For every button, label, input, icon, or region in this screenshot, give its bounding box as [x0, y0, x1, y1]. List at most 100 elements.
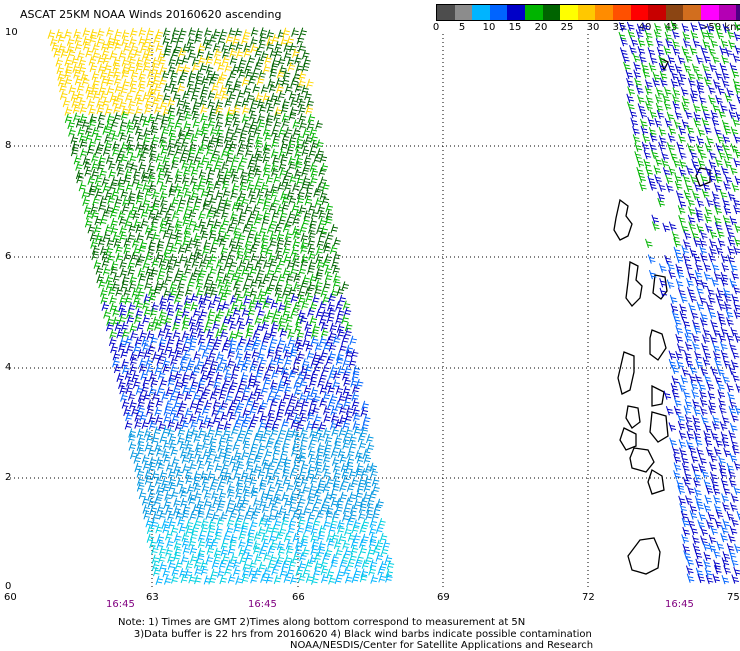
- wind-barb: [708, 534, 717, 544]
- wind-barb: [217, 279, 225, 289]
- wind-barb: [147, 169, 156, 179]
- wind-barb: [261, 512, 269, 522]
- wind-barb: [186, 36, 195, 46]
- wind-barb: [708, 159, 717, 169]
- wind-barb: [685, 565, 694, 575]
- wind-barb: [693, 237, 701, 247]
- wind-barb: [212, 209, 221, 219]
- wind-barb: [313, 413, 322, 424]
- wind-barb: [174, 230, 183, 240]
- wind-barb: [707, 511, 716, 522]
- wind-barb: [249, 363, 257, 373]
- wind-barb: [138, 363, 147, 373]
- wind-barb: [245, 397, 254, 408]
- wind-barb: [174, 379, 183, 389]
- wind-barb: [667, 62, 676, 73]
- wind-barb: [99, 216, 108, 226]
- wind-barb: [236, 274, 244, 284]
- wind-barb: [686, 165, 694, 175]
- wind-barb: [294, 160, 303, 170]
- wind-barb: [84, 167, 93, 177]
- wind-barb: [175, 56, 183, 67]
- wind-barb: [130, 69, 139, 79]
- wind-barb: [112, 316, 120, 327]
- wind-barb: [210, 358, 218, 368]
- wind-barb: [337, 448, 346, 458]
- wind-barb: [655, 87, 664, 97]
- wind-barb: [663, 101, 672, 111]
- wind-barb: [153, 286, 162, 296]
- wind-barb: [241, 567, 250, 578]
- wind-barb: [142, 342, 150, 352]
- wind-barb: [678, 198, 687, 209]
- wind-barb: [201, 405, 210, 416]
- wind-barb: [194, 238, 202, 249]
- wind-barb: [91, 168, 99, 179]
- wind-barb: [154, 210, 163, 220]
- wind-barb: [727, 236, 736, 247]
- wind-barb: [98, 154, 106, 165]
- wind-barb: [209, 280, 218, 291]
- wind-barb: [730, 557, 739, 567]
- wind-barb: [275, 244, 283, 255]
- wind-barb: [301, 358, 310, 368]
- wind-barb: [190, 301, 199, 312]
- wind-barb: [673, 405, 682, 416]
- wind-barb: [311, 294, 320, 305]
- wind-barb: [243, 85, 251, 95]
- wind-barb: [285, 314, 293, 324]
- wind-barb: [161, 483, 170, 493]
- wind-barb: [177, 75, 186, 86]
- wind-barb: [146, 364, 154, 374]
- wind-barb: [194, 490, 202, 500]
- wind-barb: [120, 392, 128, 402]
- wind-barb: [700, 526, 708, 536]
- wind-barb: [325, 232, 334, 242]
- wind-barb: [112, 56, 121, 67]
- wind-barb: [155, 29, 164, 39]
- wind-barb: [243, 414, 252, 424]
- wind-barb: [274, 265, 282, 275]
- wind-barb: [305, 573, 314, 583]
- wind-barb: [159, 350, 167, 360]
- wind-barb: [226, 147, 235, 157]
- wind-barb: [721, 262, 730, 272]
- wind-barb: [209, 126, 218, 136]
- wind-barb: [175, 168, 183, 178]
- wind-barb: [115, 286, 123, 297]
- wind-barb: [200, 126, 209, 137]
- wind-barb: [734, 405, 740, 415]
- wind-barb: [263, 427, 272, 437]
- wind-barb: [335, 385, 344, 395]
- wind-barb: [116, 329, 124, 339]
- wind-barb: [135, 62, 143, 73]
- wind-barb: [213, 218, 222, 229]
- wind-barb: [332, 463, 341, 473]
- wind-barb: [50, 36, 58, 46]
- wind-barb: [213, 385, 221, 396]
- wind-barb: [252, 378, 261, 388]
- wind-barb: [316, 483, 325, 493]
- wind-barb: [134, 91, 142, 102]
- wind-barb: [262, 64, 271, 74]
- wind-barb: [206, 419, 215, 429]
- wind-barb: [154, 364, 163, 375]
- wind-barb: [262, 146, 271, 156]
- wind-barb: [159, 301, 167, 311]
- wind-barb: [696, 501, 704, 511]
- wind-barb: [706, 519, 714, 529]
- wind-barb: [158, 258, 167, 268]
- wind-barb: [305, 392, 314, 402]
- wind-barb: [681, 367, 690, 377]
- wind-barb: [680, 293, 688, 304]
- wind-barb: [197, 182, 205, 192]
- wind-barb: [131, 238, 140, 248]
- wind-barb: [134, 336, 143, 347]
- wind-barb: [173, 139, 182, 149]
- wind-barb: [316, 510, 324, 520]
- wind-barb: [328, 350, 336, 361]
- wind-barb: [214, 48, 222, 58]
- wind-barb: [346, 448, 355, 458]
- wind-barb: [55, 57, 64, 67]
- wind-barb: [121, 329, 130, 339]
